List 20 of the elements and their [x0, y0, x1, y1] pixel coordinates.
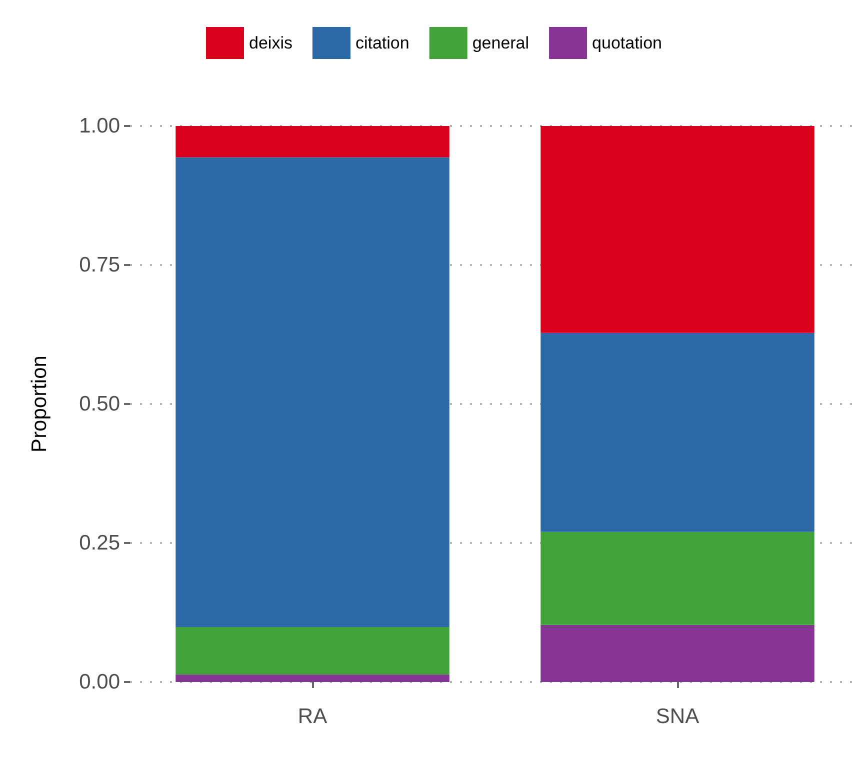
bar	[176, 126, 450, 158]
bar	[540, 624, 814, 682]
bar	[176, 674, 450, 682]
bar	[540, 532, 814, 625]
x-tick-label: SNA	[656, 705, 700, 728]
y-axis-title: Proportion	[28, 356, 51, 452]
y-tick-label: 0.00	[79, 670, 120, 694]
legend-label: quotation	[592, 34, 662, 52]
y-tick-label: 0.75	[79, 254, 120, 276]
bar	[540, 332, 814, 532]
legend-label: deixis	[249, 34, 292, 52]
y-tick-label: 0.25	[79, 532, 120, 554]
bar	[176, 157, 450, 627]
bar	[176, 626, 450, 674]
legend-label: citation	[355, 34, 410, 52]
y-tick-label: 1.00	[79, 114, 120, 138]
x-tick-label: RA	[298, 705, 328, 728]
y-tick-label: 0.50	[79, 392, 120, 416]
bar	[540, 126, 814, 333]
legend-label: general	[472, 34, 530, 52]
